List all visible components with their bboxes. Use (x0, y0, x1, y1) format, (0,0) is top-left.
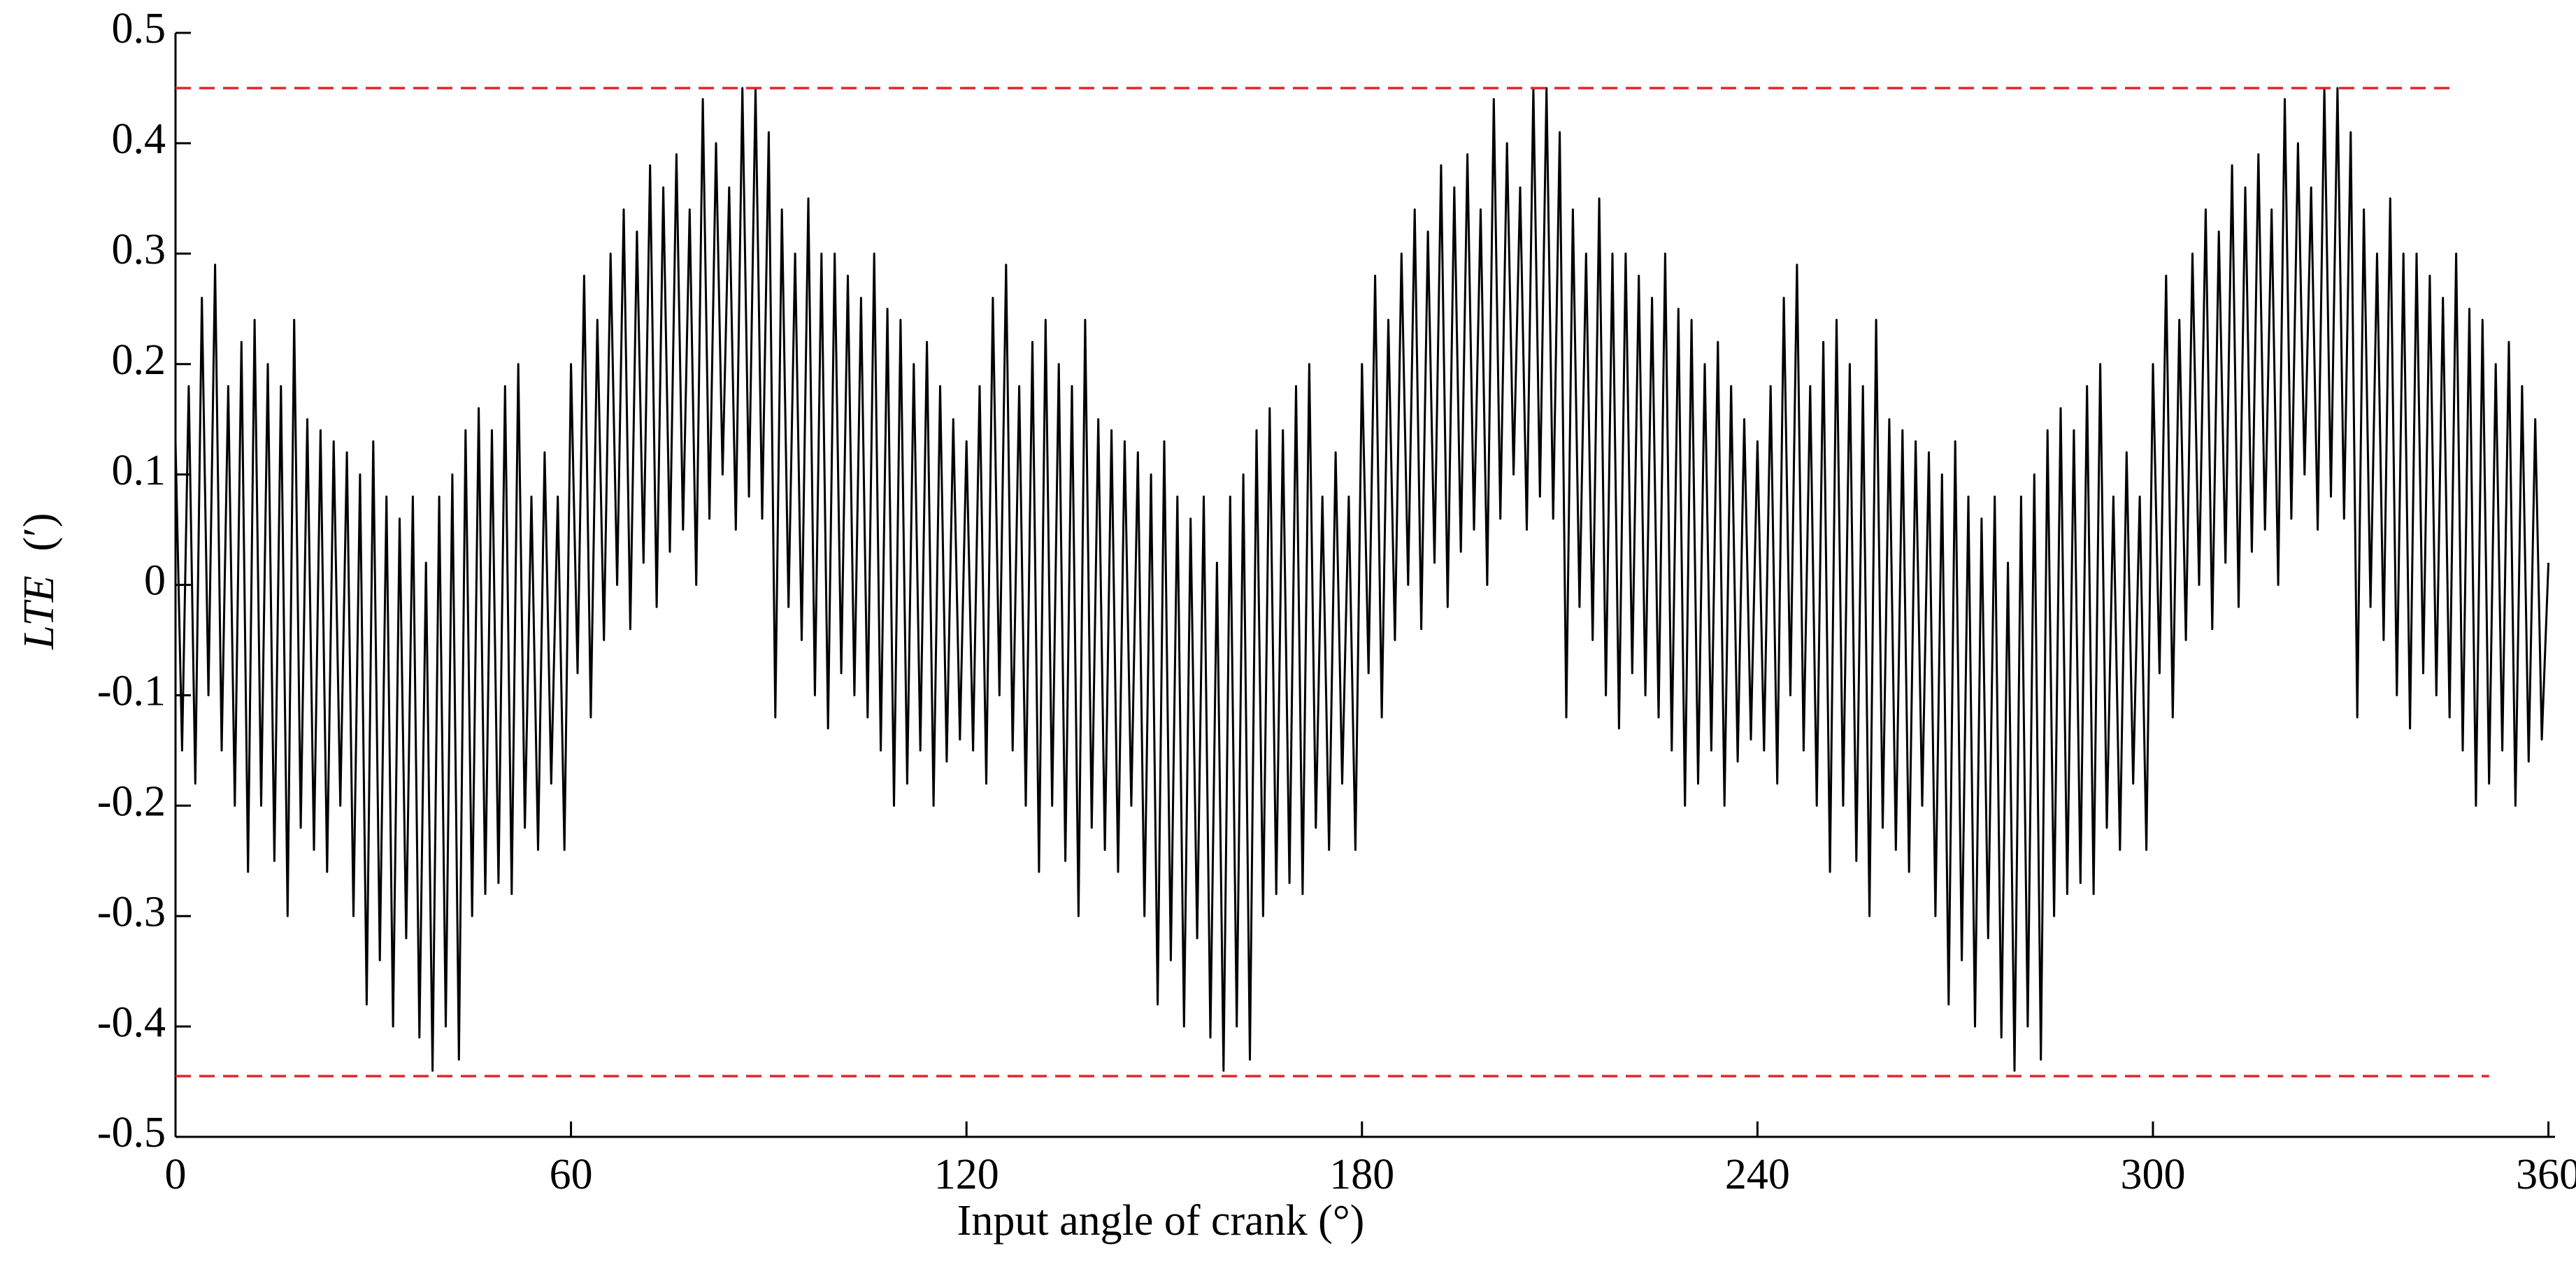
x-tick-label: 120 (934, 1151, 999, 1198)
y-tick-label: 0.2 (112, 336, 166, 384)
y-tick-label: -0.3 (97, 888, 166, 935)
data-line (174, 87, 2550, 1072)
y-tick-label: 0.1 (112, 447, 166, 494)
x-axis-label: Input angle of crank (°) (957, 1197, 1365, 1245)
y-axis-label: LTE (15, 575, 63, 650)
x-tick-label: 360 (2516, 1151, 2576, 1198)
x-tick-label: 300 (2120, 1151, 2185, 1198)
y-tick-label: -0.5 (97, 1109, 166, 1156)
y-tick-label: 0 (144, 557, 166, 605)
y-tick-label: -0.2 (97, 778, 166, 826)
x-tick-label: 60 (550, 1151, 593, 1198)
y-axis-unit: (′) (15, 513, 63, 552)
x-tick-label: 0 (165, 1151, 187, 1198)
y-tick-label: 0.4 (112, 115, 166, 163)
x-tick-label: 180 (1329, 1151, 1394, 1198)
y-tick-label: -0.1 (97, 668, 166, 715)
x-tick-label: 240 (1725, 1151, 1790, 1198)
y-tick-label: 0.3 (112, 226, 166, 273)
y-tick-label: -0.4 (97, 998, 166, 1046)
y-tick-label: 0.5 (112, 5, 166, 52)
